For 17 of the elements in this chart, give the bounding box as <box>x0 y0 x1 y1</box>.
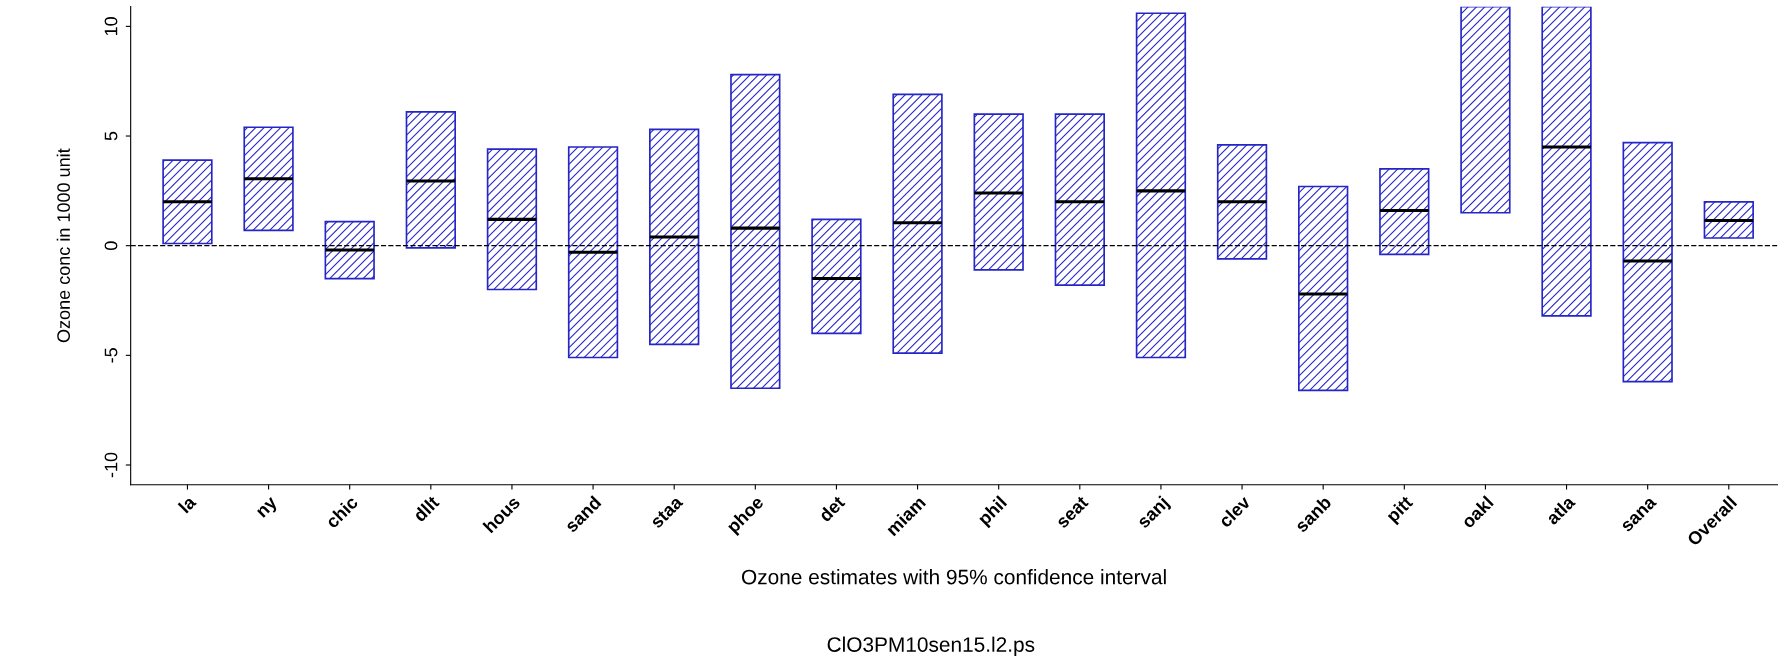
y-tick-label: 5 <box>104 131 118 141</box>
x-tick-label: staa <box>650 495 684 529</box>
text: ClO3PM10sen15.l2.ps <box>827 636 1035 657</box>
y-tick-label: -10 <box>104 452 118 478</box>
x-tick-label: la <box>177 494 197 514</box>
y-tick-label: 0 <box>104 241 118 250</box>
x-tick-label: clev <box>1217 494 1252 529</box>
x-tick-label: atla <box>1544 494 1577 526</box>
x-tick-label: ny <box>256 496 281 521</box>
y-tick-label: 10 <box>104 17 118 36</box>
x-tick-label: det <box>817 494 846 523</box>
x-axis-title: Ozone estimates with 95% confidence interval <box>741 569 1166 585</box>
x-tick-label: dllt <box>412 494 441 523</box>
x-tick-label: pitt <box>1385 494 1417 526</box>
y-tick-label: -5 <box>104 348 118 363</box>
x-tick-label: chic <box>324 494 359 529</box>
y-axis-title: Ozone conc in 1000 unit <box>56 148 70 343</box>
